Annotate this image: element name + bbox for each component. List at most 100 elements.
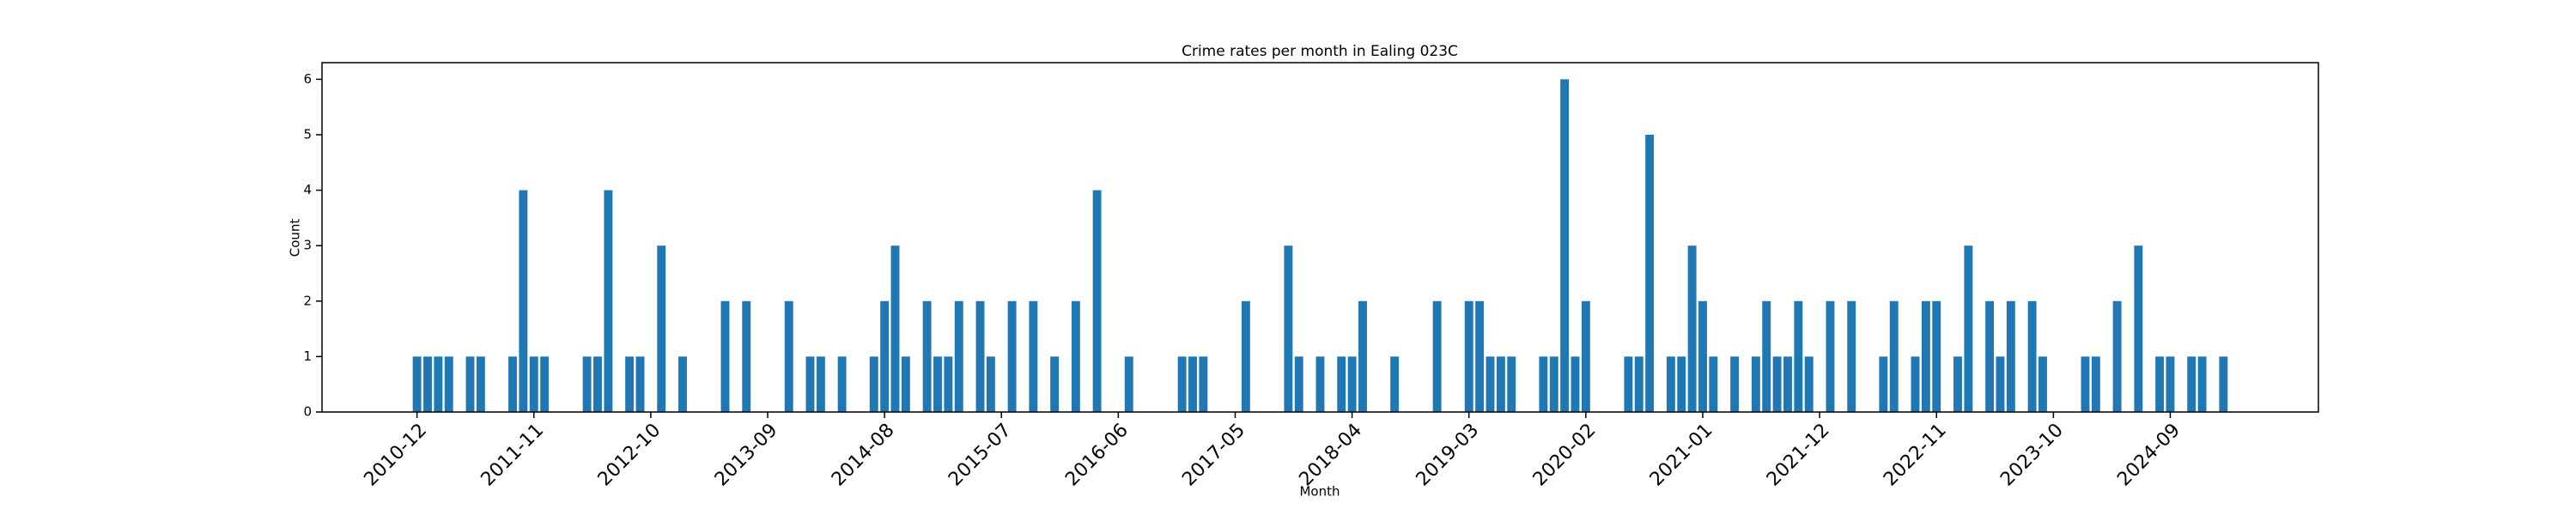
bar <box>1794 300 1803 412</box>
bar <box>1571 356 1580 412</box>
bar <box>1889 300 1899 412</box>
bar <box>1560 79 1570 412</box>
bar <box>1581 300 1590 412</box>
bar <box>1539 356 1548 412</box>
bar <box>2006 300 2015 412</box>
bar <box>1124 356 1133 412</box>
x-tick-label: 2022-11 <box>1880 420 1951 491</box>
bar <box>1751 356 1760 412</box>
bar <box>2197 356 2207 412</box>
bar <box>944 356 953 412</box>
bar <box>2038 356 2047 412</box>
bar <box>2155 356 2165 412</box>
bar <box>1826 300 1835 412</box>
bar <box>1932 300 1941 412</box>
bar <box>1911 356 1920 412</box>
bar <box>1677 356 1686 412</box>
bar <box>1496 356 1505 412</box>
x-tick-label: 2014-08 <box>828 420 899 491</box>
bar <box>901 356 910 412</box>
x-tick-label: 2017-05 <box>1178 420 1249 491</box>
bar <box>1709 356 1718 412</box>
bar <box>1358 300 1367 412</box>
bar <box>869 356 878 412</box>
bar <box>1294 356 1303 412</box>
bar <box>1177 356 1187 412</box>
bar <box>434 356 443 412</box>
y-tick-label: 1 <box>303 348 312 364</box>
bar <box>954 300 963 412</box>
x-axis-label: Month <box>1299 484 1340 500</box>
bar <box>1315 356 1325 412</box>
bar <box>1666 356 1675 412</box>
bar <box>1687 245 1697 412</box>
bar <box>1847 300 1856 412</box>
x-tick-label: 2016-06 <box>1061 420 1133 491</box>
bar <box>1432 300 1442 412</box>
bar <box>720 300 730 412</box>
bar <box>1029 300 1038 412</box>
bar <box>582 356 592 412</box>
bar <box>1347 356 1357 412</box>
y-tick-label: 4 <box>303 182 312 197</box>
bar <box>1507 356 1516 412</box>
bar <box>986 356 995 412</box>
x-tick-label: 2019-03 <box>1413 420 1484 491</box>
bar <box>1879 356 1888 412</box>
bar <box>2166 356 2175 412</box>
bar <box>1953 356 1962 412</box>
y-tick-label: 3 <box>303 238 312 253</box>
bar <box>805 356 815 412</box>
bar <box>922 300 932 412</box>
bar <box>1698 300 1707 412</box>
x-tick-label: 2023-10 <box>1996 420 2068 491</box>
bar <box>1337 356 1346 412</box>
bar <box>1390 356 1400 412</box>
bar <box>890 245 900 412</box>
bar <box>476 356 485 412</box>
bar <box>1188 356 1197 412</box>
bar <box>444 356 453 412</box>
bar <box>2091 356 2100 412</box>
bar <box>1964 245 1973 412</box>
bar <box>1772 356 1782 412</box>
bar <box>2112 300 2122 412</box>
x-tick-label: 2013-09 <box>711 420 782 491</box>
x-tick-label: 2015-07 <box>945 420 1016 491</box>
bar <box>1645 134 1655 412</box>
bar <box>975 300 985 412</box>
bar <box>1762 300 1771 412</box>
plot-frame <box>321 62 2319 413</box>
x-tick-label: 2010-12 <box>360 420 431 491</box>
bar <box>1624 356 1633 412</box>
bar <box>837 356 847 412</box>
bar <box>1284 245 1293 412</box>
bar <box>1549 356 1558 412</box>
bar <box>465 356 475 412</box>
bar <box>1634 356 1643 412</box>
bar <box>1485 356 1495 412</box>
x-tick-label: 2021-12 <box>1763 420 1834 491</box>
bar <box>635 356 645 412</box>
bar <box>816 356 825 412</box>
bar <box>1007 300 1017 412</box>
y-tick-label: 5 <box>303 126 312 142</box>
y-tick-label: 2 <box>303 293 312 308</box>
chart-title: Crime rates per month in Ealing 023C <box>1182 43 1458 60</box>
y-axis-label: Count <box>288 219 303 258</box>
bar <box>2027 300 2037 412</box>
y-tick-label: 6 <box>303 71 312 87</box>
bar <box>1199 356 1208 412</box>
y-tick-label: 0 <box>303 404 312 420</box>
x-tick-label: 2024-09 <box>2113 420 2184 491</box>
bar <box>1092 190 1102 413</box>
bar <box>519 190 528 413</box>
x-tick-label: 2011-11 <box>477 420 549 491</box>
bar <box>1985 300 1995 412</box>
bar <box>604 190 613 413</box>
bar <box>784 300 793 412</box>
x-tick-label: 2018-04 <box>1295 420 1366 491</box>
bar <box>1464 300 1473 412</box>
bar <box>657 245 666 412</box>
